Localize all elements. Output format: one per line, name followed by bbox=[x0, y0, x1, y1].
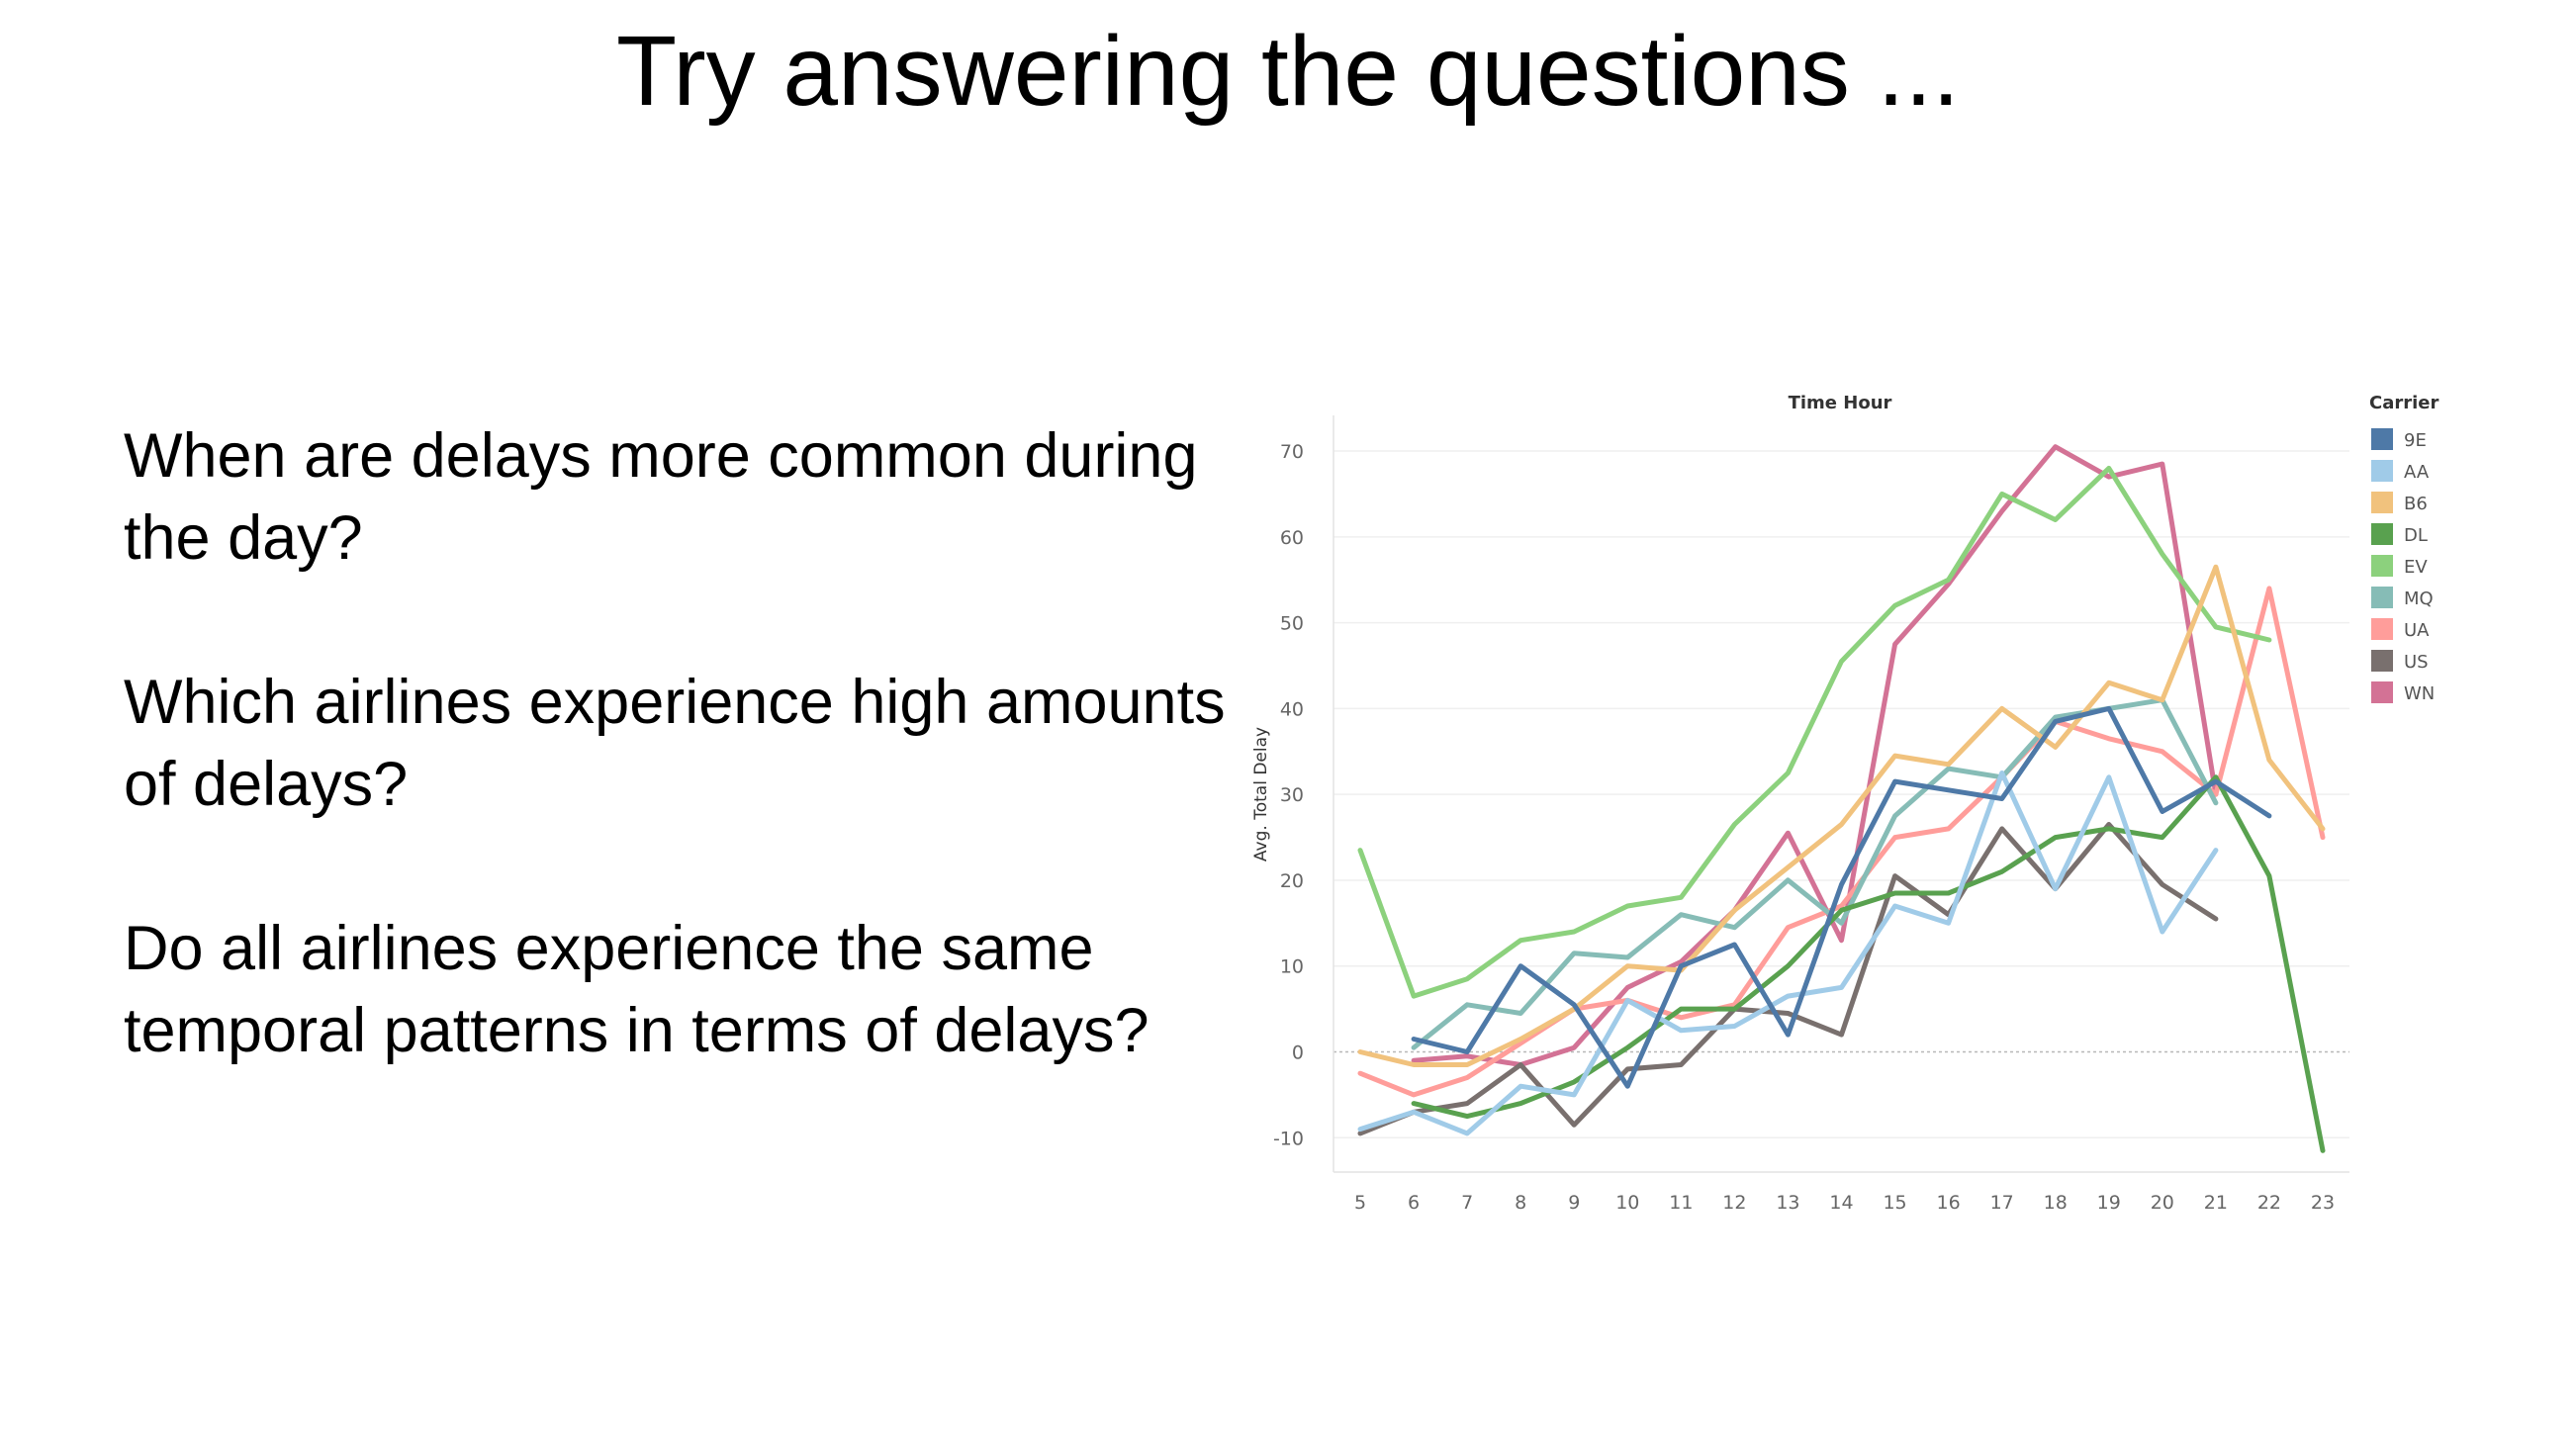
y-tick-label: 40 bbox=[1280, 698, 1304, 720]
legend-swatch-b6 bbox=[2371, 492, 2393, 513]
y-tick-label: 20 bbox=[1280, 870, 1304, 892]
series-line-us bbox=[1357, 822, 2219, 1136]
legend-title: Carrier bbox=[2369, 393, 2438, 413]
x-tick-label: 21 bbox=[2204, 1192, 2228, 1214]
legend-swatch-9e bbox=[2371, 428, 2393, 450]
x-tick-label: 8 bbox=[1515, 1192, 1526, 1214]
series-line-dl bbox=[1411, 774, 2326, 1153]
legend-label-dl: DL bbox=[2404, 525, 2428, 546]
legend-label-9e: 9E bbox=[2404, 430, 2427, 451]
series-line-wn bbox=[1411, 444, 2219, 1067]
legend-label-wn: WN bbox=[2404, 683, 2435, 704]
x-tick-label: 6 bbox=[1408, 1192, 1420, 1214]
x-tick-label: 10 bbox=[1615, 1192, 1639, 1214]
y-tick-label: 50 bbox=[1280, 613, 1304, 635]
grid-layer bbox=[1333, 415, 2349, 1173]
y-tick-label: 30 bbox=[1280, 784, 1304, 806]
delay-line-chart: Time Hour Avg. Total Delay Carrier -10 0 1… bbox=[1227, 376, 2473, 1226]
legend-swatch-aa bbox=[2371, 460, 2393, 482]
y-tick-label: 10 bbox=[1280, 956, 1304, 978]
x-tick-label: 23 bbox=[2311, 1192, 2335, 1214]
chart-title: Time Hour bbox=[1789, 393, 1892, 413]
legend-swatch-ev bbox=[2371, 555, 2393, 577]
legend-label-us: US bbox=[2404, 652, 2429, 673]
legend-swatch-dl bbox=[2371, 523, 2393, 545]
x-tick-label: 15 bbox=[1883, 1192, 1906, 1214]
series-line-ua bbox=[1357, 586, 2326, 1098]
series-line-b6 bbox=[1357, 564, 2326, 1067]
y-tick-label: -10 bbox=[1273, 1128, 1304, 1149]
series-line-aa bbox=[1357, 770, 2219, 1136]
x-tick-label: 22 bbox=[2257, 1192, 2281, 1214]
series-layer bbox=[1357, 444, 2326, 1153]
x-tick-label: 18 bbox=[2044, 1192, 2068, 1214]
question-3: Do all airlines experience the same temp… bbox=[124, 914, 1150, 1065]
question-list: When are delays more common during the d… bbox=[124, 415, 1251, 1154]
x-tick-label: 9 bbox=[1568, 1192, 1580, 1214]
question-1: When are delays more common during the d… bbox=[124, 421, 1198, 573]
legend-label-mq: MQ bbox=[2404, 589, 2434, 609]
x-tick-label: 5 bbox=[1354, 1192, 1366, 1214]
y-tick-label: 0 bbox=[1292, 1042, 1304, 1064]
x-tick-label: 17 bbox=[1990, 1192, 2014, 1214]
legend-label-ua: UA bbox=[2404, 620, 2430, 641]
legend-swatch-us bbox=[2371, 650, 2393, 672]
legend-label-b6: B6 bbox=[2404, 494, 2428, 514]
question-2: Which airlines experience high amounts o… bbox=[124, 668, 1226, 819]
legend-swatch-wn bbox=[2371, 681, 2393, 703]
legend-label-ev: EV bbox=[2404, 557, 2428, 578]
series-line-mq bbox=[1411, 697, 2219, 1050]
x-tick-label: 20 bbox=[2151, 1192, 2174, 1214]
y-tick-label: 60 bbox=[1280, 527, 1304, 549]
x-tick-label: 13 bbox=[1776, 1192, 1799, 1214]
y-tick-label: 70 bbox=[1280, 441, 1304, 463]
x-tick-label: 14 bbox=[1829, 1192, 1853, 1214]
x-tick-label: 16 bbox=[1937, 1192, 1961, 1214]
x-tick-label: 19 bbox=[2097, 1192, 2121, 1214]
x-tick-label: 7 bbox=[1461, 1192, 1473, 1214]
slide-title: Try answering the questions ... bbox=[615, 16, 1961, 127]
series-line-ev bbox=[1357, 465, 2272, 999]
legend-swatch-mq bbox=[2371, 587, 2393, 608]
x-tick-label: 12 bbox=[1722, 1192, 1746, 1214]
axis-layer: -10 0 10 20 30 40 50 60 70 5 6 7 8 9 10 11 12 13 14 15 16 17 1… bbox=[1273, 441, 2335, 1214]
y-axis-label: Avg. Total Delay bbox=[1251, 727, 1271, 861]
series-line-9e bbox=[1411, 705, 2272, 1089]
legend-swatch-ua bbox=[2371, 618, 2393, 640]
chart-svg: Time Hour Avg. Total Delay Carrier -10 0 1… bbox=[1251, 393, 2438, 1214]
legend-label-aa: AA bbox=[2404, 462, 2430, 483]
x-tick-label: 11 bbox=[1669, 1192, 1693, 1214]
legend-layer: 9E AA B6 DL EV MQ UA US WN bbox=[2371, 428, 2435, 704]
